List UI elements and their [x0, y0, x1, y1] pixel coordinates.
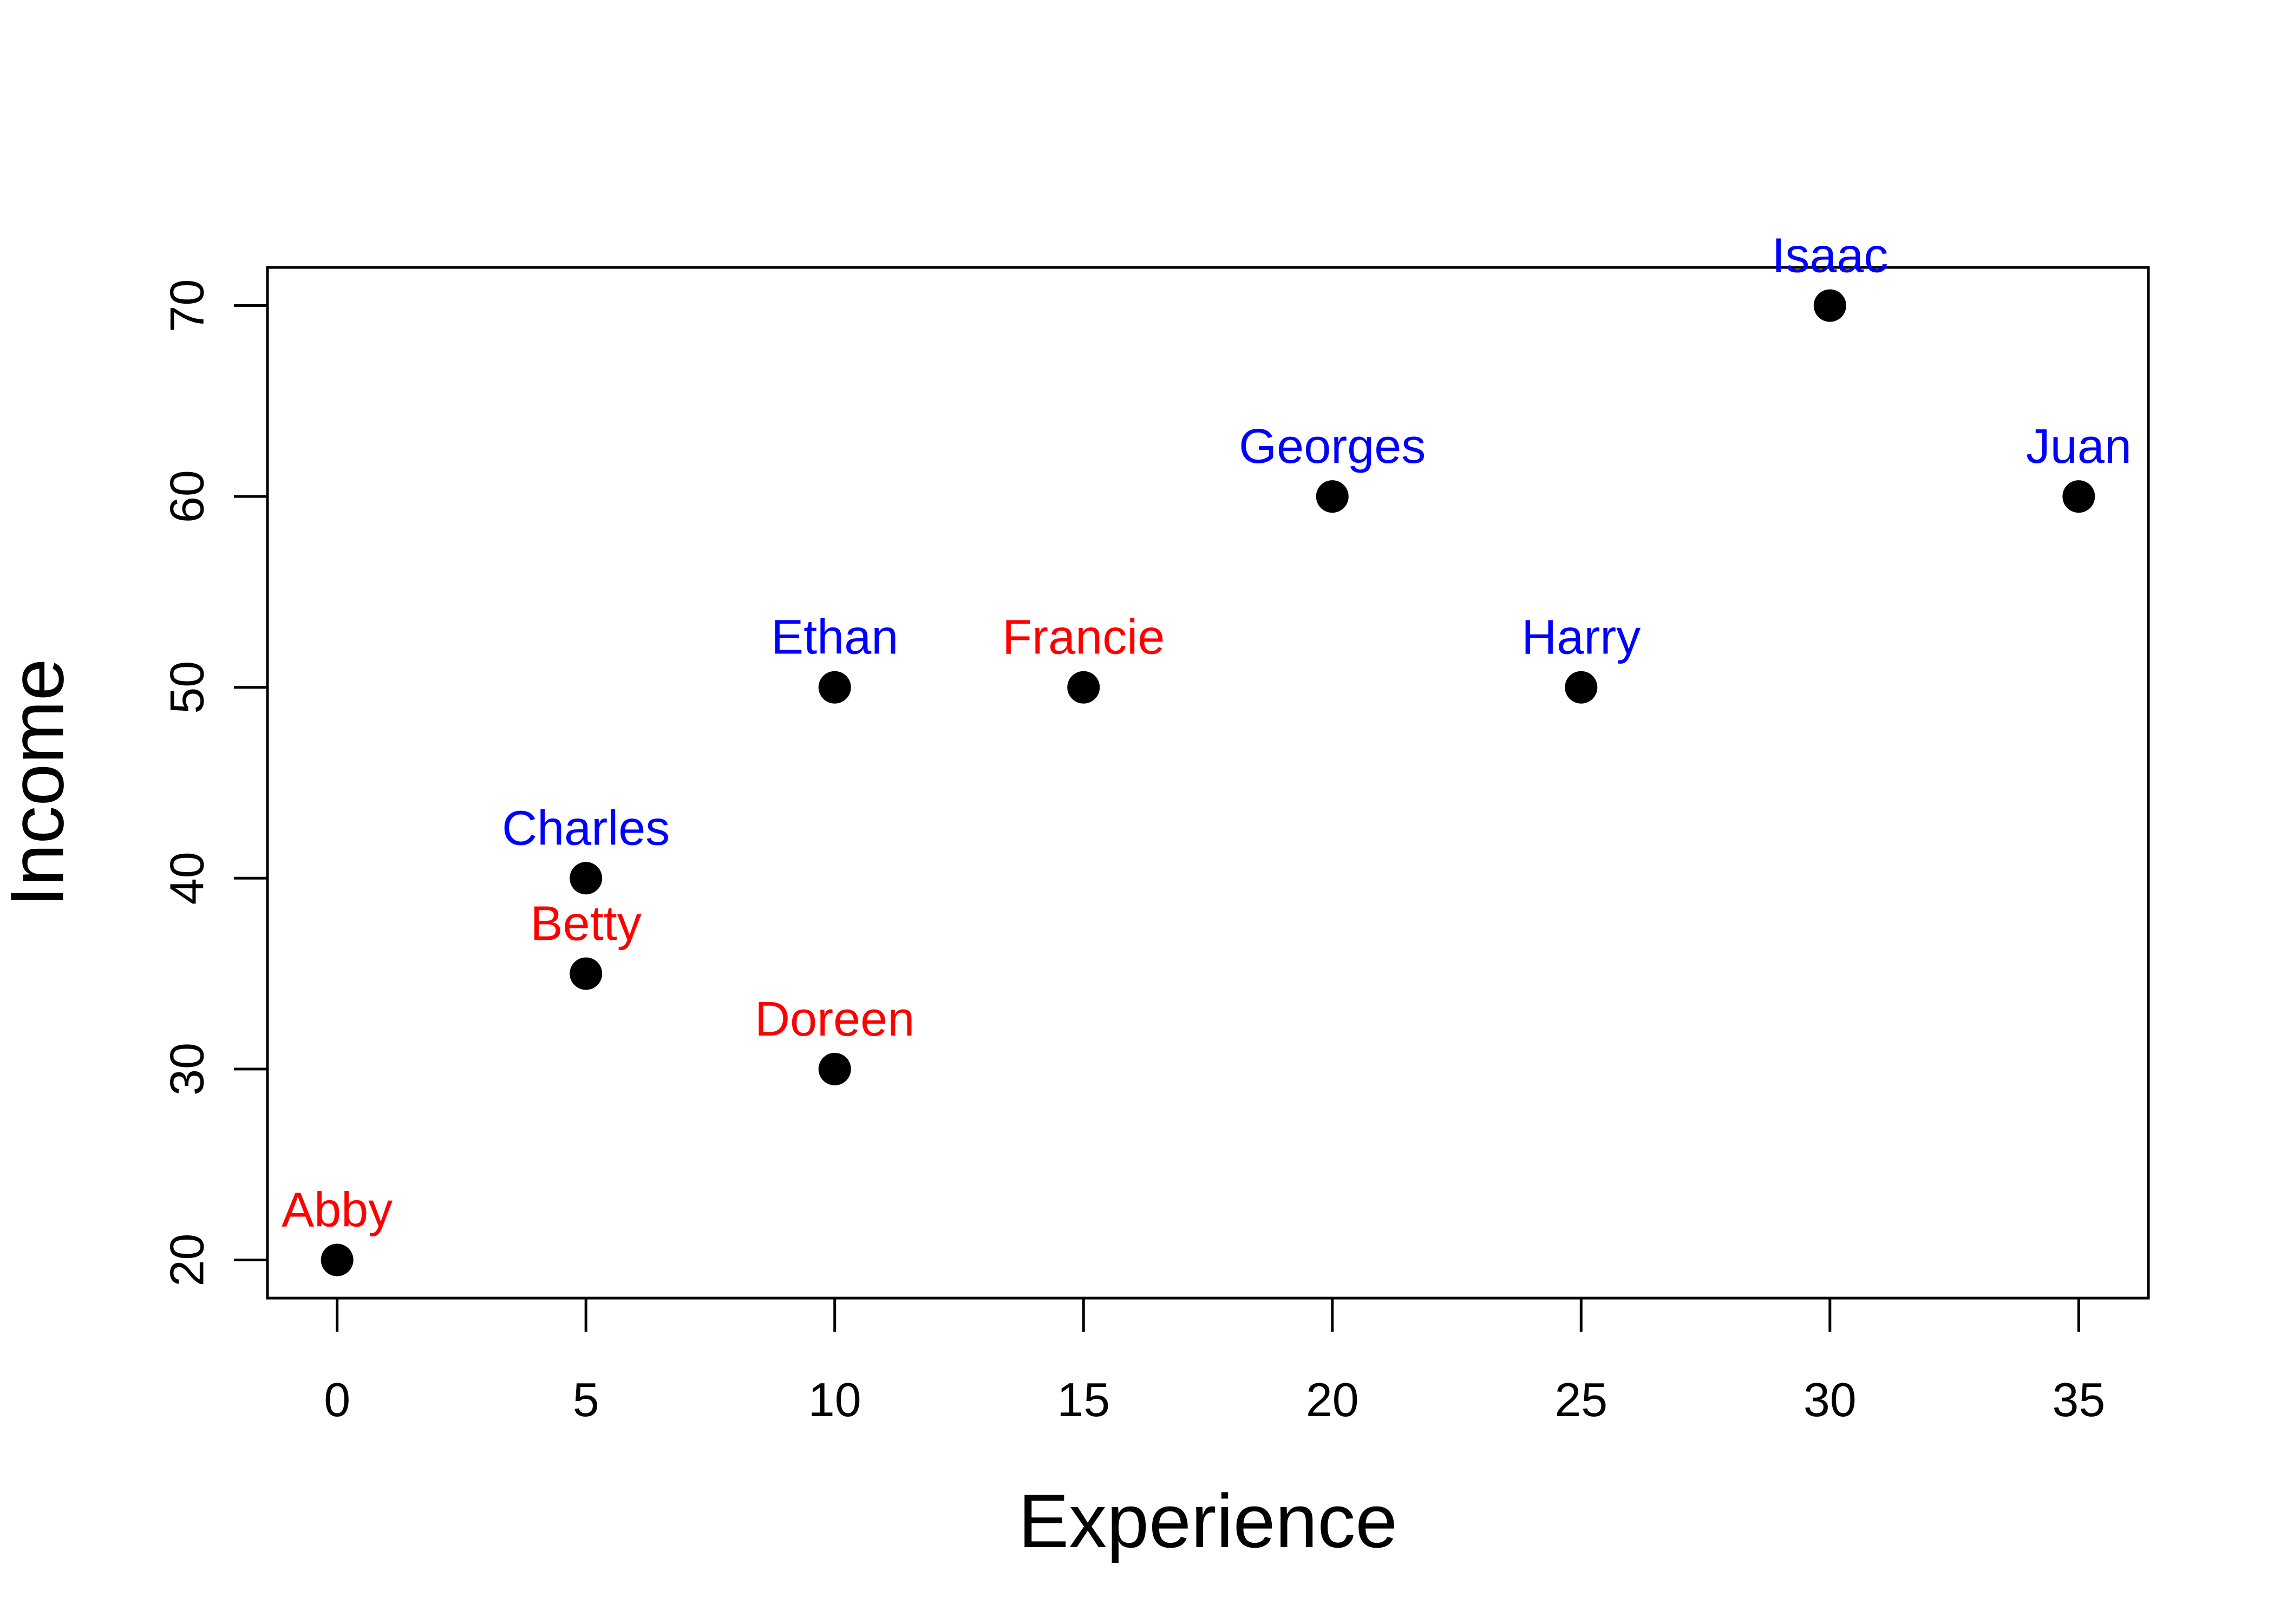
point-label: Francie	[1002, 611, 1165, 665]
x-tick-label: 5	[573, 1373, 599, 1426]
point-labels: Abby Betty Charles Doreen Ethan Francie George…	[282, 229, 2132, 1237]
y-tick-label: 40	[160, 852, 214, 905]
data-point	[2062, 480, 2095, 513]
y-tick-label: 60	[160, 470, 214, 523]
plot-frame	[266, 266, 2150, 1300]
data-points	[321, 289, 2095, 1276]
x-axis-title: Experience	[1018, 1478, 1397, 1563]
y-tick-label: 70	[160, 279, 214, 332]
data-point	[818, 671, 851, 704]
y-axis: 20 30 40 50 60 70	[160, 279, 269, 1287]
point-label: Betty	[531, 897, 642, 951]
data-point	[1316, 480, 1349, 513]
data-point	[570, 957, 603, 990]
x-tick-label: 30	[1803, 1373, 1857, 1426]
y-tick-label: 20	[160, 1234, 214, 1287]
point-label: Abby	[282, 1183, 393, 1237]
point-label: Isaac	[1772, 229, 1888, 283]
data-point	[321, 1243, 354, 1276]
point-label: Georges	[1239, 420, 1426, 474]
point-label: Harry	[1521, 611, 1641, 665]
x-tick-label: 10	[808, 1373, 861, 1426]
x-tick-label: 0	[324, 1373, 350, 1426]
data-point	[1565, 671, 1598, 704]
point-label: Juan	[2026, 420, 2132, 474]
data-point	[1813, 289, 1846, 322]
data-point	[1067, 671, 1100, 704]
x-tick-label: 20	[1306, 1373, 1359, 1426]
data-point	[818, 1052, 851, 1085]
point-label: Ethan	[771, 611, 898, 665]
y-tick-label: 30	[160, 1043, 214, 1096]
point-label: Doreen	[755, 992, 914, 1046]
x-axis: 0 5 10 15 20 25 30 35	[324, 1296, 2105, 1426]
point-label: Charles	[502, 801, 670, 855]
x-tick-label: 15	[1057, 1373, 1110, 1426]
x-tick-label: 25	[1554, 1373, 1608, 1426]
x-tick-label: 35	[2052, 1373, 2105, 1426]
y-tick-label: 50	[160, 661, 214, 714]
data-point	[570, 862, 603, 895]
y-axis-title: Income	[0, 658, 80, 907]
